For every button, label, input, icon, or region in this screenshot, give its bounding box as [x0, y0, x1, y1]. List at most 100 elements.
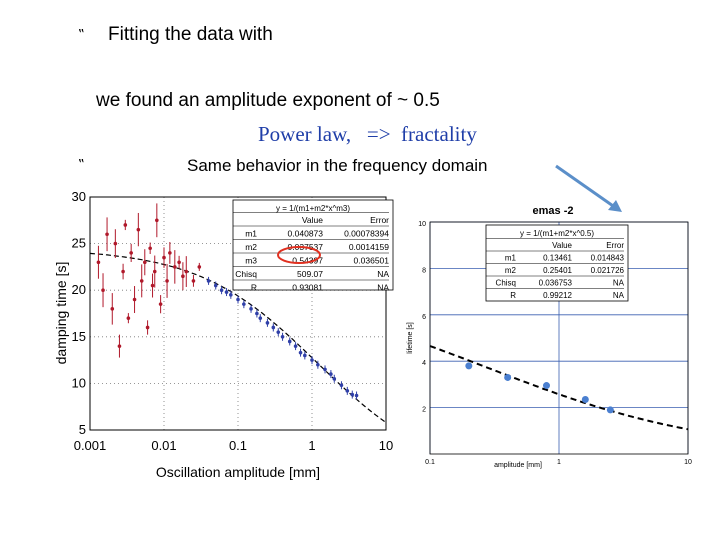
table-cell: m1: [505, 254, 517, 263]
data-point: [354, 393, 359, 398]
data-point: [139, 279, 144, 283]
data-point: [276, 330, 281, 334]
table-cell: R: [510, 291, 516, 300]
table-cell: 0.021726: [591, 266, 625, 275]
y-tick-label: 25: [72, 236, 86, 251]
table-cell: 0.99212: [543, 291, 572, 300]
data-point: [173, 265, 177, 269]
x-tick-label: 0.001: [74, 438, 107, 453]
table-cell: 509.07: [297, 269, 323, 279]
chart2-title: emas -2: [533, 205, 574, 217]
chart1-x-label: Oscillation amplitude [mm]: [156, 464, 320, 480]
data-point: [132, 297, 137, 302]
data-point: [219, 288, 224, 292]
data-point: [113, 241, 118, 246]
chart2-x-label: amplitude [mm]: [494, 462, 542, 469]
data-point: [345, 389, 350, 393]
table-cell: Value: [552, 241, 572, 250]
bullet-2: ‟: [78, 158, 85, 173]
chart2-y-ticks: 2 4 6 8 10: [418, 221, 426, 414]
table-cell: 0.036753: [539, 279, 573, 288]
x-tick-label: 10: [684, 459, 692, 466]
chart1-fit-table: y = 1/(m1+m2*x^m3) Value Error m1 0.040873 0…: [232, 199, 394, 293]
data-point: [265, 321, 270, 325]
lifetime-chart: emas -2 0.1 1 10 2 4 6 8 10 amplitude [mm] lif…: [407, 205, 692, 469]
data-point: [229, 293, 233, 297]
data-point: [123, 223, 128, 227]
chart1-points: [96, 203, 359, 400]
y-tick-label: 20: [72, 282, 86, 297]
table-cell: NA: [377, 269, 389, 279]
chart2-fit-curve: [429, 345, 689, 431]
data-point: [129, 251, 133, 255]
data-point: [258, 316, 263, 320]
data-point: [181, 274, 185, 279]
table-cell: 0.25401: [543, 266, 572, 275]
data-point: [162, 255, 166, 260]
chart2-y-label: lifetime [s]: [407, 322, 414, 354]
y-tick-label: 6: [422, 314, 426, 321]
arrow-graphic: [555, 164, 622, 212]
chart2-frame: [429, 221, 689, 455]
bullet-1: ‟: [78, 28, 85, 43]
table-cell: 0.0014159: [349, 242, 389, 252]
table-cell: NA: [613, 291, 625, 300]
data-point: [110, 307, 115, 311]
x-tick-label: 1: [308, 438, 315, 453]
data-point: [152, 269, 157, 274]
data-point: [350, 392, 355, 397]
data-point: [316, 362, 320, 367]
table-cell: 0.040873: [288, 229, 324, 239]
chart1-fit-formula: y = 1/(m1+m2*x^m3): [276, 204, 350, 213]
data-point: [298, 350, 303, 355]
y-tick-label: 4: [422, 360, 426, 367]
data-point: [117, 344, 122, 348]
data-point: [136, 227, 141, 232]
table-cell: R: [251, 283, 257, 293]
data-point: [165, 279, 169, 283]
y-tick-label: 10: [72, 375, 86, 390]
data-point: [177, 260, 181, 265]
data-point: [504, 373, 512, 381]
data-point: [329, 372, 333, 376]
table-cell: NA: [613, 279, 625, 288]
data-point: [293, 344, 298, 348]
highlight-circle-m3: [277, 246, 321, 264]
data-point: [206, 279, 211, 283]
data-point: [142, 260, 147, 265]
x-tick-label: 0.1: [229, 438, 247, 453]
slide-text-exponent: we found an amplitude exponent of ~ 0.5: [96, 90, 440, 111]
data-point: [168, 251, 172, 255]
data-point: [287, 339, 292, 344]
data-point: [96, 260, 101, 265]
y-tick-label: 10: [418, 221, 426, 228]
data-point: [303, 353, 307, 358]
x-tick-label: 0.1: [425, 459, 435, 466]
table-cell: 0.00078394: [344, 229, 389, 239]
slide-text-frequency: Same behavior in the frequency domain: [187, 156, 488, 175]
data-point: [581, 395, 589, 403]
data-point: [150, 283, 155, 288]
y-tick-label: 30: [72, 189, 86, 204]
arrow-line: [555, 164, 617, 210]
y-tick-label: 2: [422, 407, 426, 414]
arrow-head: [608, 200, 622, 212]
data-point: [197, 265, 202, 269]
chart2-points: [465, 362, 614, 414]
table-cell: 0.13461: [543, 254, 572, 263]
table-cell: Value: [302, 215, 323, 225]
data-point: [105, 232, 109, 237]
x-tick-label: 1: [557, 459, 561, 466]
chart2-x-ticks: 0.1 1 10: [425, 459, 692, 466]
table-cell: Chisq: [496, 279, 516, 288]
data-point: [145, 325, 150, 330]
data-point: [148, 246, 152, 251]
data-point: [465, 362, 473, 370]
slide-text-power-law: Power law, => fractality: [258, 122, 477, 146]
chart2-fit-table: y = 1/(m1+m2*x^0.5) Value Error m1 0.13461 0…: [485, 224, 629, 302]
data-point: [101, 288, 105, 292]
table-cell: NA: [377, 283, 389, 293]
data-point: [126, 316, 131, 320]
chart1-y-label: damping time [s]: [53, 262, 69, 365]
chart1-x-ticks: 0.001 0.01 0.1 1 10: [74, 438, 394, 453]
